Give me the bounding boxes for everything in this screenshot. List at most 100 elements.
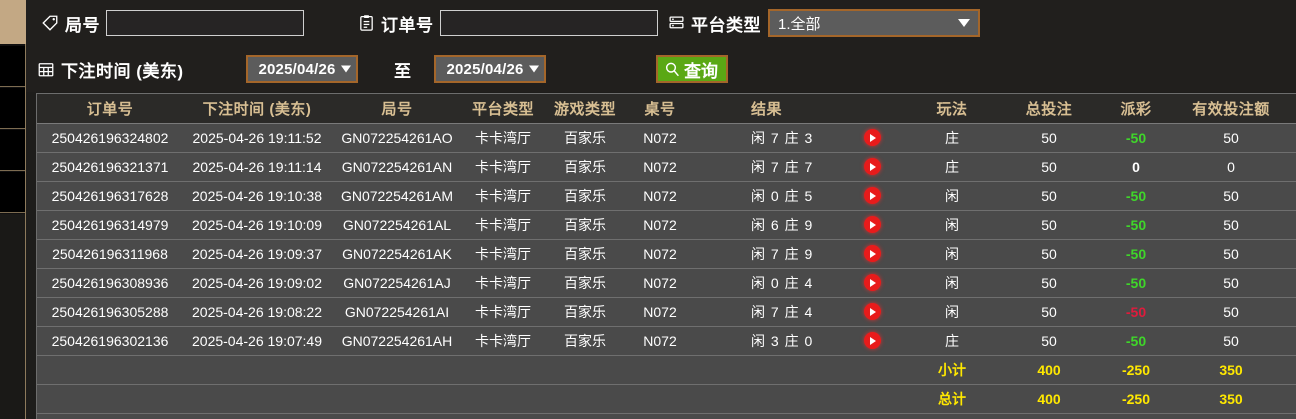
play-icon[interactable] [863, 216, 881, 234]
date-to-value: 2025/04/26 [446, 60, 524, 78]
cell-replay[interactable] [841, 152, 903, 182]
date-to-field[interactable]: 2025/04/26 [434, 55, 546, 83]
play-icon[interactable] [863, 332, 881, 350]
chevron-down-icon [529, 65, 539, 73]
table-row[interactable]: 250426196321371 2025-04-26 19:11:14 GN0722… [37, 152, 1296, 182]
cell-result: 闲 7 庄 7 [693, 152, 841, 182]
cell-replay[interactable] [841, 181, 903, 211]
cell-game-type: 百家乐 [543, 268, 627, 298]
cell-bet-type: 庄 [903, 326, 1001, 356]
summary-total-bet: 400 [1001, 355, 1097, 385]
play-icon[interactable] [863, 245, 881, 263]
table-blank-row [37, 413, 1296, 419]
cell-result: 闲 0 庄 5 [693, 181, 841, 211]
cell-replay[interactable] [841, 297, 903, 327]
cell-game-type: 百家乐 [543, 239, 627, 269]
filter-bar: 局号 订单号 [26, 0, 1296, 92]
bet-time-separator: 至 [394, 46, 411, 92]
col-header-total-bet[interactable]: 总投注 [1001, 94, 1097, 124]
rail-slot-3[interactable] [0, 130, 25, 171]
chevron-down-icon [341, 65, 351, 73]
bet-time-to-picker[interactable]: 2025/04/26 [434, 46, 546, 92]
table-row[interactable]: 250426196302136 2025-04-26 19:07:49 GN0722… [37, 326, 1296, 356]
date-from-field[interactable]: 2025/04/26 [246, 55, 358, 83]
list-icon [666, 13, 686, 33]
cell-status: 已派彩 [1287, 297, 1296, 327]
cell-table-no: N072 [627, 123, 693, 153]
summary-status [1287, 355, 1296, 385]
play-icon[interactable] [863, 274, 881, 292]
table-row[interactable]: 250426196308936 2025-04-26 19:09:02 GN0722… [37, 268, 1296, 298]
play-icon[interactable] [863, 158, 881, 176]
cell-round-no: GN072254261AM [331, 181, 463, 211]
round-no-input[interactable] [106, 10, 304, 36]
col-header-result[interactable]: 结果 [693, 94, 841, 124]
col-header-round-no[interactable]: 局号 [331, 94, 463, 124]
rail-slot-4[interactable] [0, 172, 25, 213]
summary-status [1287, 384, 1296, 414]
cell-bet-time: 2025-04-26 19:10:38 [183, 181, 331, 211]
table-row[interactable]: 250426196314979 2025-04-26 19:10:09 GN0722… [37, 210, 1296, 240]
cell-payout: -50 [1097, 181, 1175, 211]
cell-table-no: N072 [627, 239, 693, 269]
table-row[interactable]: 250426196317628 2025-04-26 19:10:38 GN0722… [37, 181, 1296, 211]
cell-round-no: GN072254261AO [331, 123, 463, 153]
cell-order-no: 250426196305288 [37, 297, 183, 327]
cell-payout: -50 [1097, 297, 1175, 327]
date-from-value: 2025/04/26 [258, 60, 336, 78]
order-no-input[interactable] [439, 10, 658, 36]
summary-label: 总计 [903, 384, 1001, 414]
play-icon[interactable] [863, 187, 881, 205]
table-row[interactable]: 250426196324802 2025-04-26 19:11:52 GN0722… [37, 123, 1296, 153]
col-header-bet-type[interactable]: 玩法 [903, 94, 1001, 124]
platform-type-selected-value: 1.全部 [778, 15, 821, 33]
query-button[interactable]: 查询 [656, 55, 728, 83]
cell-order-no: 250426196317628 [37, 181, 183, 211]
col-header-status[interactable]: 状态 [1287, 94, 1296, 124]
cell-order-no: 250426196302136 [37, 326, 183, 356]
cell-platform: 卡卡湾厅 [463, 123, 543, 153]
filter-row-bottom: 下注时间 (美东) 2025/04/26 至 2025/04/26 [26, 46, 1296, 92]
cell-payout: -50 [1097, 268, 1175, 298]
col-header-payout[interactable]: 派彩 [1097, 94, 1175, 124]
cell-replay[interactable] [841, 210, 903, 240]
filter-platform-type: 平台类型 1.全部 [666, 0, 980, 46]
cell-game-type: 百家乐 [543, 123, 627, 153]
summary-payout: -250 [1097, 384, 1175, 414]
col-header-bet-time[interactable]: 下注时间 (美东) [183, 94, 331, 124]
cell-valid-bet: 0 [1175, 152, 1287, 182]
col-header-valid-bet[interactable]: 有效投注额 [1175, 94, 1287, 124]
play-icon[interactable] [863, 129, 881, 147]
col-header-game-type[interactable]: 游戏类型 [543, 94, 627, 124]
col-header-platform[interactable]: 平台类型 [463, 94, 543, 124]
cell-status: 已派彩 [1287, 268, 1296, 298]
col-header-table-no[interactable]: 桌号 [627, 94, 693, 124]
rail-slot-1[interactable] [0, 46, 25, 87]
cell-round-no: GN072254261AJ [331, 268, 463, 298]
table-row[interactable]: 250426196311968 2025-04-26 19:09:37 GN0722… [37, 239, 1296, 269]
bet-time-from-picker[interactable]: 2025/04/26 [246, 46, 358, 92]
cell-bet-type: 闲 [903, 181, 1001, 211]
cell-replay[interactable] [841, 239, 903, 269]
cell-replay[interactable] [841, 268, 903, 298]
cell-valid-bet: 50 [1175, 268, 1287, 298]
cell-platform: 卡卡湾厅 [463, 181, 543, 211]
cell-bet-time: 2025-04-26 19:10:09 [183, 210, 331, 240]
cell-game-type: 百家乐 [543, 152, 627, 182]
cell-replay[interactable] [841, 123, 903, 153]
col-header-order-no[interactable]: 订单号 [37, 94, 183, 124]
cell-valid-bet: 50 [1175, 326, 1287, 356]
cell-replay[interactable] [841, 326, 903, 356]
sidebar-toggle-tab[interactable] [0, 0, 35, 44]
filter-order-no-label: 订单号 [381, 15, 434, 35]
summary-valid-bet: 350 [1175, 355, 1287, 385]
cell-bet-time: 2025-04-26 19:11:14 [183, 152, 331, 182]
cell-total-bet: 50 [1001, 181, 1097, 211]
platform-type-select[interactable]: 1.全部 [768, 9, 980, 37]
rail-slot-2[interactable] [0, 88, 25, 129]
table-row[interactable]: 250426196305288 2025-04-26 19:08:22 GN0722… [37, 297, 1296, 327]
play-icon[interactable] [863, 303, 881, 321]
search-icon [663, 61, 680, 78]
rail-filler [0, 214, 25, 419]
